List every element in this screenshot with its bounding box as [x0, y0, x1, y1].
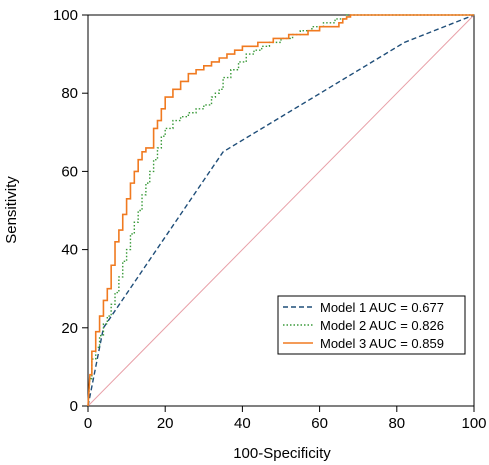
x-tick-label-100: 100	[461, 415, 486, 432]
legend-label-model-2: Model 2 AUC = 0.826	[320, 318, 444, 333]
y-tick-label-40: 40	[61, 242, 78, 259]
x-tick-label-60: 60	[311, 415, 328, 432]
y-tick-label-100: 100	[53, 7, 78, 24]
series-line-model-3	[87, 14, 474, 407]
y-tick-label-80: 80	[61, 85, 78, 102]
series-line-model-1	[87, 14, 475, 407]
x-tick-label-80: 80	[388, 415, 405, 432]
series-lines	[87, 14, 475, 407]
legend: Model 1 AUC = 0.677 Model 2 AUC = 0.826 …	[277, 295, 466, 355]
x-tick-label-40: 40	[234, 415, 251, 432]
x-tick-label-20: 20	[157, 415, 174, 432]
legend-box	[277, 295, 466, 355]
ticks: 0 20 40 60 80 100 0 20 40 60 80 100	[53, 7, 487, 432]
y-tick-label-20: 20	[61, 320, 78, 337]
reference-line	[87, 14, 475, 407]
x-tick-label-0: 0	[84, 415, 92, 432]
reference-diagonal	[87, 14, 475, 407]
y-tick-label-60: 60	[61, 163, 78, 180]
plot-area-frame	[87, 14, 475, 407]
y-axis-label: Sensitivity	[3, 176, 20, 244]
legend-label-model-1: Model 1 AUC = 0.677	[320, 300, 444, 315]
legend-label-model-3: Model 3 AUC = 0.859	[320, 336, 444, 351]
y-tick-label-0: 0	[70, 398, 78, 415]
x-axis-label: 100-Specificity	[233, 445, 331, 462]
